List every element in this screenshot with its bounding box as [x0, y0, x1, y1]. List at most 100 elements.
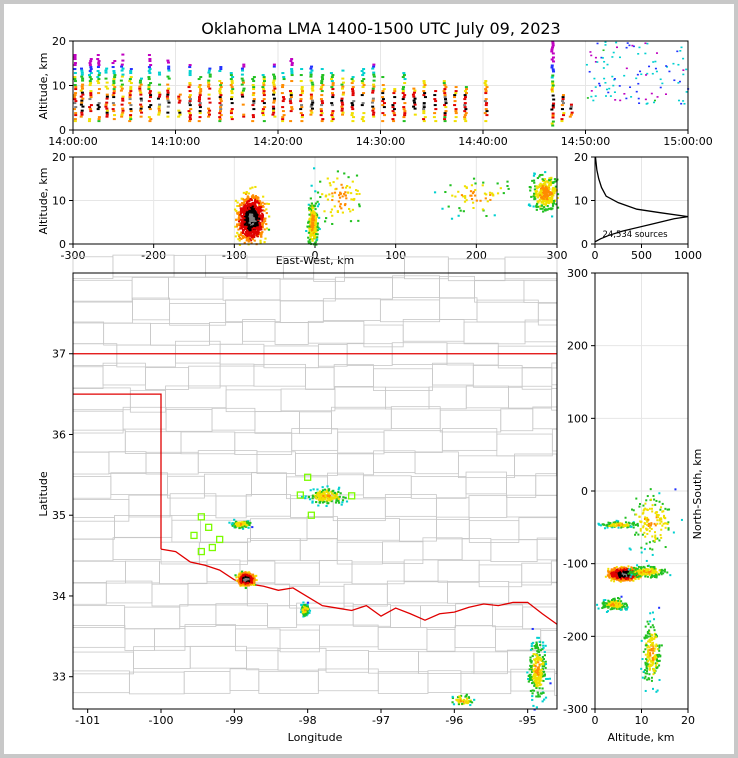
time-height-point: [272, 85, 276, 88]
time-height-point: [371, 113, 375, 116]
time-height-point: [392, 92, 396, 95]
plan-point: [535, 643, 538, 646]
ew-point: [334, 188, 337, 191]
time-height-point: [148, 120, 152, 123]
plan-point: [228, 521, 231, 524]
time-height-point: [668, 70, 671, 73]
plan-point: [531, 692, 534, 695]
county-outline: [72, 321, 105, 345]
ew-point: [499, 187, 502, 190]
plan-point: [244, 572, 248, 575]
ew-point: [532, 174, 536, 177]
ew-point: [266, 202, 269, 205]
ew-point: [249, 216, 253, 219]
time-height-point: [240, 67, 244, 70]
plan-point: [534, 673, 537, 676]
altitude-histogram-line: [594, 156, 689, 243]
time-height-point: [290, 74, 294, 77]
county-outline: [128, 494, 171, 518]
plan-point: [234, 520, 238, 523]
time-height-point: [219, 108, 223, 111]
county-outline: [72, 387, 131, 411]
time-height-point: [454, 92, 458, 95]
time-height-point: [262, 102, 266, 105]
time-height-point: [97, 102, 101, 105]
ew-point: [236, 223, 239, 226]
ns-point: [634, 576, 637, 579]
time-height-point: [605, 88, 608, 91]
plan-point: [334, 501, 338, 504]
ew-point: [253, 213, 256, 216]
plan-point: [536, 659, 539, 662]
ew-point: [316, 226, 319, 229]
time-height-point: [361, 116, 365, 119]
ew-point: [254, 196, 257, 199]
time-height-point: [299, 112, 303, 115]
time-height-point: [96, 66, 100, 69]
time-height-point: [401, 90, 405, 93]
ns-point: [612, 575, 615, 578]
ew-point: [341, 211, 344, 214]
time-height-point: [89, 90, 93, 93]
time-height-point: [330, 104, 334, 107]
ew-point: [308, 238, 311, 241]
ew-point: [532, 179, 536, 182]
ew-point: [252, 227, 256, 230]
time-height-point: [73, 120, 77, 123]
time-height-point: [166, 111, 170, 114]
time-height-point: [603, 60, 606, 63]
time-height-point: [73, 54, 77, 57]
plan-point: [306, 603, 309, 606]
time-height-point: [606, 63, 609, 66]
time-height-point: [412, 87, 416, 90]
ew-point: [337, 200, 340, 203]
ew-point: [265, 208, 268, 211]
ns-point: [625, 577, 628, 580]
ew-point: [544, 171, 547, 174]
plan-point: [238, 522, 241, 525]
time-height-point: [311, 89, 315, 92]
ew-point: [242, 230, 245, 233]
plan-point: [247, 520, 250, 523]
time-height-point: [453, 94, 457, 97]
plan-point: [237, 522, 240, 525]
time-height-point: [167, 87, 171, 90]
ew-point: [310, 229, 314, 232]
plan-point: [538, 664, 541, 667]
plan-point: [535, 685, 538, 688]
plan-point: [325, 505, 328, 508]
time-height-point: [219, 100, 223, 103]
plan-point: [537, 648, 540, 651]
time-height-point: [219, 66, 223, 69]
ew-point: [260, 222, 264, 225]
time-height-point: [463, 116, 467, 119]
time-height-point: [412, 95, 416, 98]
time-height-point: [242, 87, 246, 90]
time-height-point: [105, 93, 109, 96]
ew-point: [486, 200, 489, 203]
time-height-point: [80, 69, 84, 72]
time-height-point: [443, 116, 447, 119]
time-height-point: [218, 88, 222, 91]
y-tick-label: 10: [52, 80, 66, 93]
county-outline: [518, 517, 558, 540]
ns-point: [607, 574, 610, 577]
time-height-axes: [72, 40, 689, 131]
ew-point: [243, 241, 246, 244]
time-height-point: [188, 104, 192, 107]
x-tick-label: 300: [547, 249, 568, 262]
ew-point: [311, 225, 315, 228]
plan-point: [231, 522, 234, 525]
plan-point: [536, 678, 539, 681]
ew-point: [544, 203, 548, 206]
ew-point: [255, 224, 258, 227]
time-height-point: [105, 113, 109, 116]
time-height-point: [74, 86, 78, 89]
ew-point: [331, 192, 334, 195]
time-height-point: [655, 70, 658, 73]
time-height-point: [97, 78, 101, 81]
ew-point: [493, 214, 496, 217]
ew-point: [540, 201, 543, 204]
ns-point: [605, 610, 608, 613]
ew-point: [238, 235, 241, 238]
